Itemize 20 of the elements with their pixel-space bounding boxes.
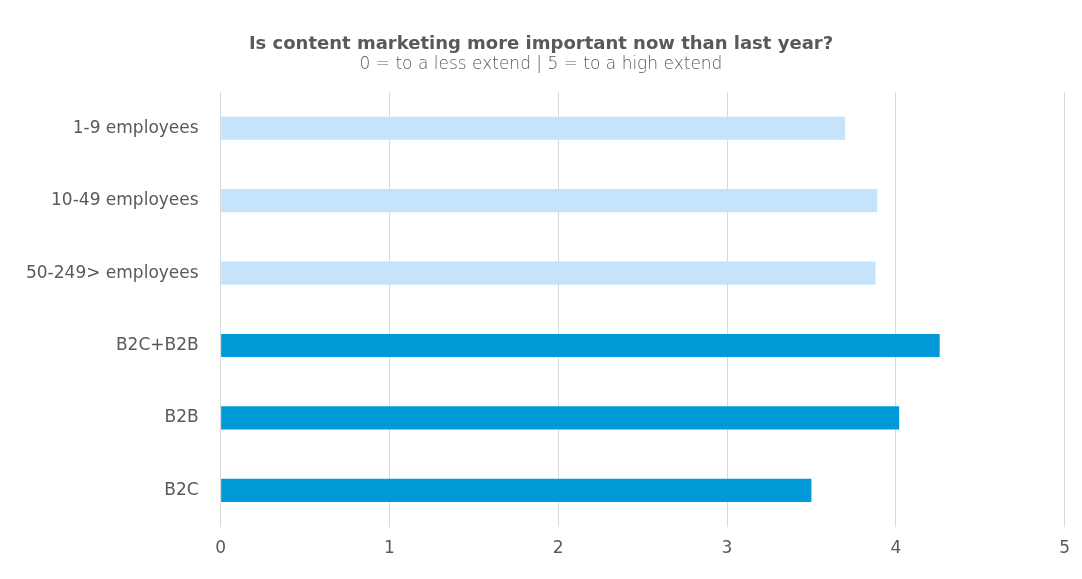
y-tick-label: B2C — [164, 478, 199, 499]
y-tick-label: B2B — [164, 406, 199, 427]
bar — [221, 478, 812, 502]
x-tick-label: 0 — [215, 537, 227, 558]
y-tick-label: 1-9 employees — [72, 116, 199, 137]
y-tick-label: 10-49 employees — [51, 189, 199, 210]
bar — [221, 333, 940, 358]
x-tick-label: 3 — [721, 537, 733, 558]
x-tick-label: 4 — [890, 537, 902, 558]
chart-subtitle: 0 = to a less extend | 5 = to a high extend — [358, 53, 724, 73]
chart-title: Is content marketing more important now than last year? — [247, 32, 835, 53]
bar — [221, 261, 876, 285]
y-tick-label: B2C+B2B — [115, 333, 199, 354]
x-tick-label: 2 — [552, 537, 564, 558]
y-tick-label: 50-249> employees — [25, 261, 199, 282]
x-tick-label: 5 — [1059, 537, 1071, 558]
bar — [221, 406, 900, 430]
bar — [221, 116, 846, 140]
x-tick-label: 1 — [384, 537, 395, 558]
bar — [221, 189, 878, 213]
